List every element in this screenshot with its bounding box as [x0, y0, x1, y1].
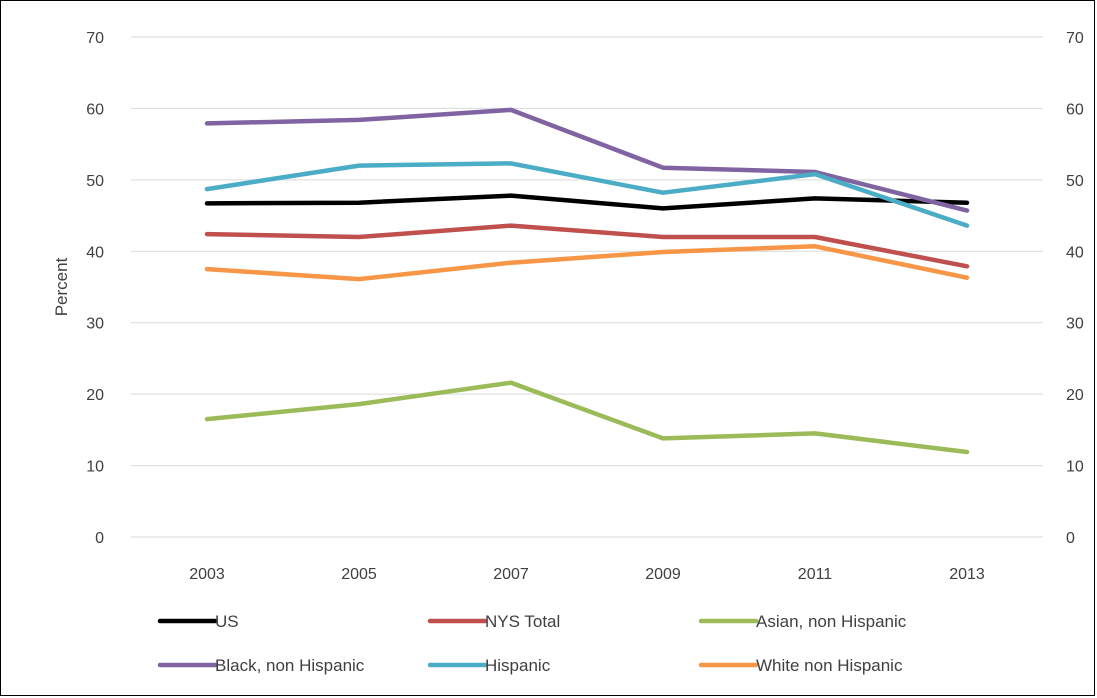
series-line-4	[204, 161, 970, 228]
y-tick-label: 0	[95, 530, 104, 547]
secondary-y-tick-label: 20	[1066, 387, 1084, 404]
legend: US NYS Total Asian, non Hispanic Black, non…	[157, 612, 907, 675]
series-line-1	[204, 223, 970, 269]
y-tick-label: 50	[86, 173, 104, 190]
y-tick-label: 60	[86, 101, 104, 118]
secondary-y-tick-label: 30	[1066, 316, 1084, 333]
y-axis-ticks: 0 10 20 30 40 50 60 70	[86, 30, 104, 547]
y-tick-label: 20	[86, 387, 104, 404]
gridlines	[131, 36, 1043, 538]
legend-label: Black, non Hispanic	[215, 656, 365, 675]
series-lines	[204, 107, 970, 455]
series-line-5	[204, 244, 970, 282]
legend-item: US	[157, 612, 239, 631]
series-line-3	[204, 107, 970, 213]
legend-item: Black, non Hispanic	[157, 656, 365, 675]
legend-label: Hispanic	[485, 656, 551, 675]
secondary-y-tick-label: 70	[1066, 30, 1084, 47]
legend-label: Asian, non Hispanic	[756, 612, 907, 631]
y-tick-label: 10	[86, 459, 104, 476]
legend-item: NYS Total	[427, 612, 560, 631]
secondary-y-tick-label: 10	[1066, 459, 1084, 476]
x-tick-label: 2009	[645, 566, 681, 583]
secondary-y-tick-label: 0	[1066, 530, 1075, 547]
legend-label: NYS Total	[485, 612, 560, 631]
y-tick-label: 70	[86, 30, 104, 47]
x-tick-label: 2005	[341, 566, 377, 583]
y-tick-label: 40	[86, 244, 104, 261]
legend-item: White non Hispanic	[698, 656, 903, 675]
series-line-2	[204, 380, 970, 455]
legend-item: Asian, non Hispanic	[698, 612, 907, 631]
y-tick-label: 30	[86, 316, 104, 333]
legend-label: White non Hispanic	[756, 656, 903, 675]
x-tick-label: 2011	[798, 566, 833, 583]
secondary-y-tick-label: 60	[1066, 101, 1084, 118]
series-line-0	[204, 193, 970, 211]
legend-item: Hispanic	[427, 656, 551, 675]
x-axis-ticks: 2003 2005 2007 2009 2011 2013	[189, 566, 985, 583]
y-axis-title: Percent	[52, 257, 71, 316]
x-tick-label: 2007	[493, 566, 529, 583]
legend-label: US	[215, 612, 239, 631]
secondary-y-axis-ticks: 0 10 20 30 40 50 60 70	[1066, 30, 1084, 547]
x-tick-label: 2003	[189, 566, 225, 583]
x-tick-label: 2013	[949, 566, 985, 583]
secondary-y-tick-label: 50	[1066, 173, 1084, 190]
secondary-y-tick-label: 40	[1066, 244, 1084, 261]
